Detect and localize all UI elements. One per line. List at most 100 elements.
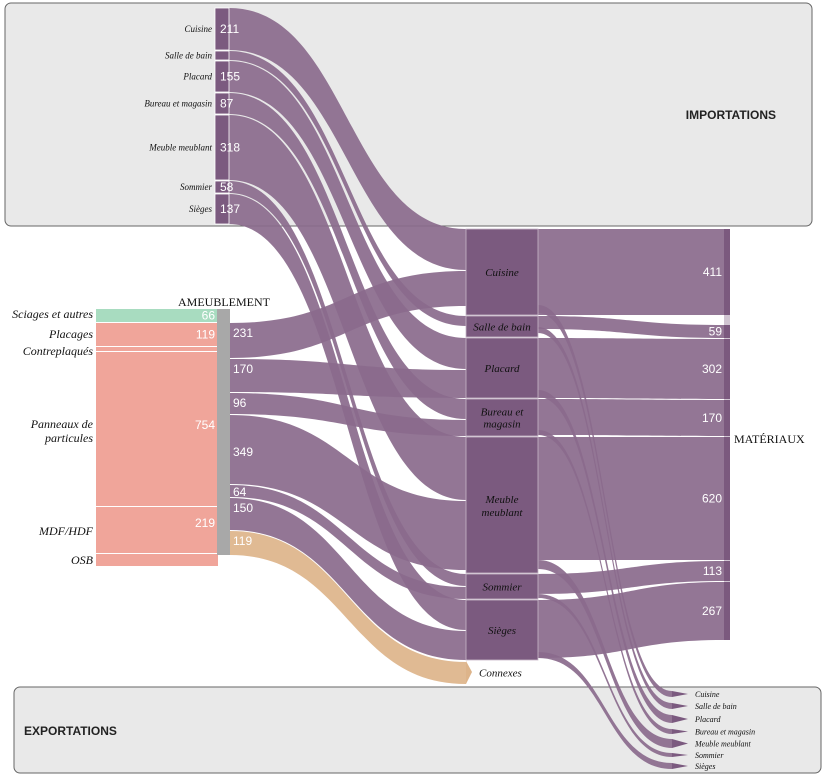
- hub-label: AMEUBLEMENT: [178, 295, 271, 309]
- export-label-6: Sièges: [695, 762, 715, 771]
- link-import-0: [229, 8, 466, 270]
- source-value-3: 754: [195, 418, 215, 432]
- middle-node-3: [465, 398, 539, 437]
- export-label-2: Placard: [694, 715, 721, 724]
- middle-node-5: [465, 573, 539, 600]
- hub-output-value-4: 64: [233, 485, 247, 499]
- middle-label-6: Sièges: [488, 625, 516, 637]
- link-material-3: [538, 399, 724, 436]
- source-label-2: Contreplaqués: [23, 344, 94, 358]
- source-value-0: 66: [202, 309, 216, 323]
- source-value-4: 219: [195, 516, 215, 530]
- material-value-3: 170: [702, 411, 722, 425]
- material-node-3: [724, 400, 730, 436]
- middle-node-1: [465, 315, 539, 338]
- import-node-1: [214, 50, 230, 61]
- hub-output-value-1: 170: [233, 362, 253, 376]
- hub-output-value-3: 349: [233, 445, 253, 459]
- middle-node-2: [465, 337, 539, 399]
- source-band-2: [96, 347, 218, 351]
- import-label-6: Sièges: [189, 204, 212, 214]
- link-hub-6: [230, 531, 466, 684]
- material-node-4: [724, 437, 730, 560]
- import-label-3: Bureau et magasin: [144, 99, 212, 109]
- export-label-3: Bureau et magasin: [695, 728, 755, 737]
- middle-label-5: Sommier: [482, 582, 522, 594]
- export-node-1: [672, 703, 688, 709]
- export-label-0: Cuisine: [695, 690, 720, 699]
- export-node-6: [672, 763, 688, 769]
- hub-output-value-2: 96: [233, 396, 247, 410]
- import-node-3: [214, 92, 230, 115]
- link-hub-4: [230, 485, 466, 599]
- material-node-6: [724, 582, 730, 640]
- source-band-3: [96, 352, 218, 506]
- source-value-1: 119: [196, 328, 215, 342]
- middle-node-4: [465, 436, 539, 574]
- import-label-0: Cuisine: [184, 24, 212, 34]
- link-material-1: [538, 316, 724, 338]
- link-hub-1: [230, 359, 466, 398]
- link-export-3: [538, 430, 672, 734]
- import-label-4: Meuble meublant: [148, 143, 212, 153]
- link-import-3: [229, 93, 466, 419]
- middle-label-7: Connexes: [479, 668, 522, 680]
- material-value-1: 59: [709, 325, 723, 339]
- import-value-6: 137: [220, 202, 240, 216]
- material-node-0: [724, 229, 730, 315]
- export-node-0: [672, 691, 688, 697]
- source-band-1: [96, 323, 218, 346]
- link-hub-3: [230, 415, 466, 570]
- link-export-4: [538, 560, 672, 748]
- link-material-0: [538, 229, 724, 315]
- material-node-2: [724, 339, 730, 399]
- link-export-1: [538, 327, 672, 709]
- source-label-3: Panneaux de particules: [30, 417, 94, 445]
- export-node-2: [672, 715, 688, 723]
- import-node-5: [214, 180, 230, 194]
- link-material-2: [538, 338, 724, 399]
- export-label-1: Salle de bain: [695, 702, 737, 711]
- hub-output-value-0: 231: [233, 326, 253, 340]
- material-value-6: 267: [702, 604, 722, 618]
- hub-node: [217, 309, 230, 555]
- link-export-0: [538, 305, 672, 697]
- export-label-4: Meuble meublant: [694, 740, 752, 749]
- link-export-5: [538, 594, 672, 757]
- middle-label-4: Meuble meublant: [482, 494, 524, 519]
- source-label-5: OSB: [71, 553, 94, 567]
- source-label-4: MDF/HDF: [38, 524, 94, 538]
- import-node-2: [214, 60, 230, 93]
- middle-label-2: Placard: [483, 363, 520, 375]
- export-label-5: Sommier: [695, 751, 724, 760]
- import-node-0: [214, 7, 230, 51]
- link-export-6: [538, 652, 672, 769]
- import-label-1: Salle de bain: [165, 51, 212, 61]
- import-value-3: 87: [220, 97, 234, 111]
- link-import-1: [229, 51, 466, 326]
- source-label-0: Sciages et autres: [12, 307, 93, 321]
- middle-node-6: [465, 599, 539, 661]
- material-value-0: 411: [703, 265, 722, 279]
- middle-label-0: Cuisine: [485, 267, 519, 279]
- import-value-0: 211: [220, 22, 239, 36]
- export-node-4: [672, 739, 688, 748]
- connexes-arrow: [466, 661, 472, 684]
- material-value-2: 302: [702, 362, 722, 376]
- export-node-5: [672, 753, 688, 757]
- material-value-5: 113: [703, 564, 722, 578]
- material-node-5: [724, 561, 730, 581]
- middle-node-0: [465, 228, 539, 316]
- link-export-2: [538, 390, 672, 723]
- import-value-2: 155: [220, 70, 240, 84]
- materials-label: MATÉRIAUX: [734, 432, 805, 446]
- importations-label: IMPORTATIONS: [686, 108, 776, 122]
- import-node-6: [214, 193, 230, 225]
- middle-label-1: Salle de bain: [473, 322, 531, 334]
- import-value-5: 58: [220, 180, 234, 194]
- exportations-label: EXPORTATIONS: [24, 724, 117, 738]
- link-hub-2: [230, 393, 466, 436]
- source-band-5: [96, 554, 218, 566]
- link-import-2: [229, 61, 466, 369]
- source-band-0: [96, 309, 218, 322]
